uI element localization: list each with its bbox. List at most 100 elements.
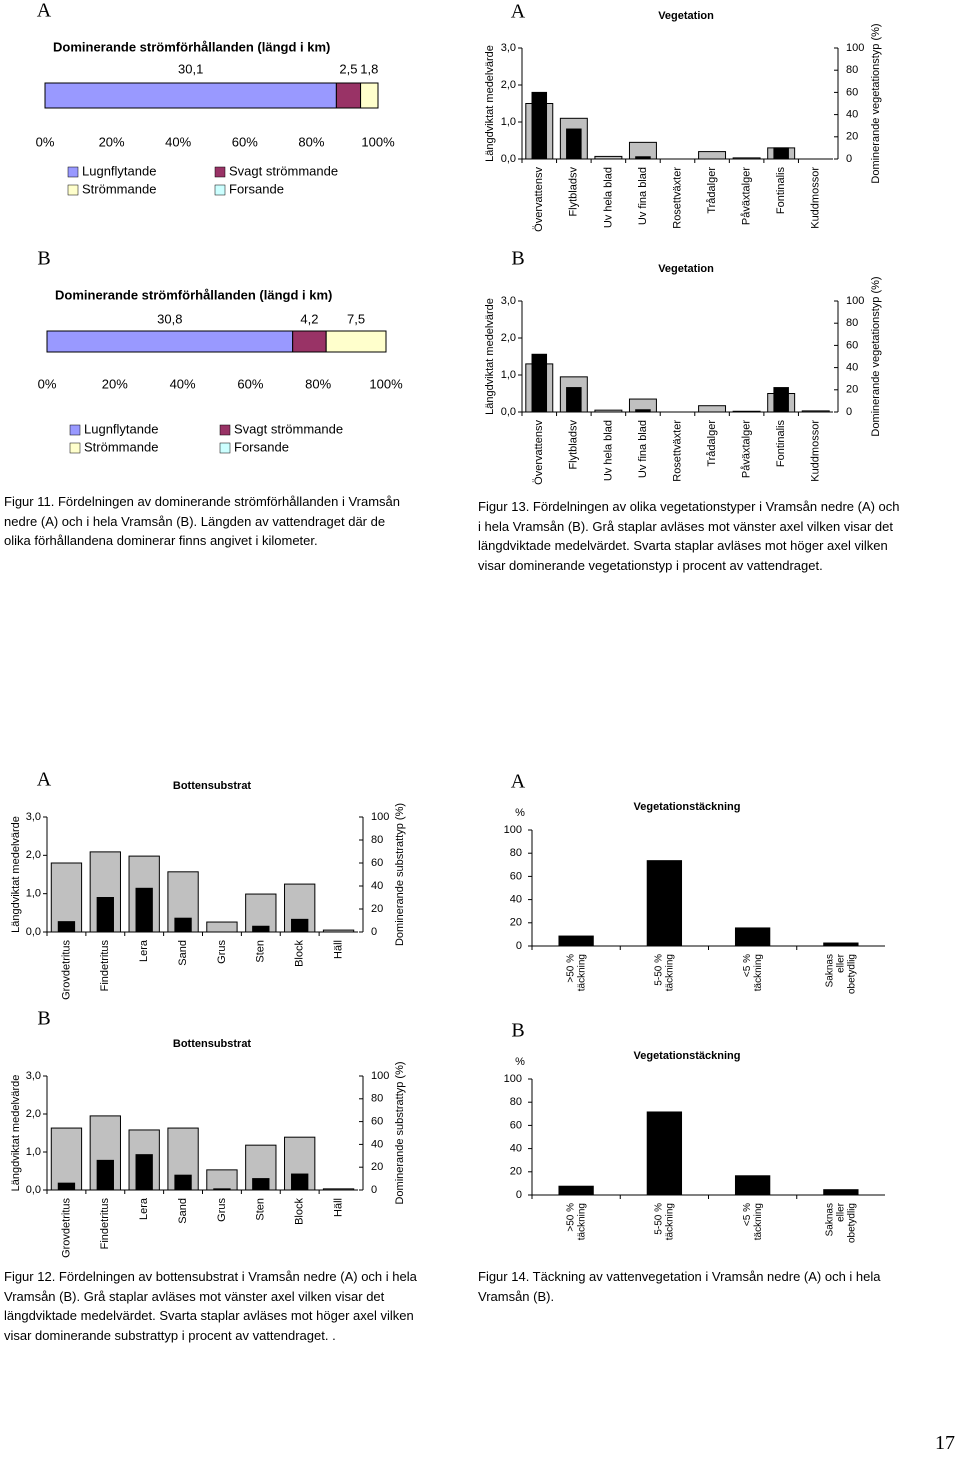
x-tick-label: täckning xyxy=(753,954,764,991)
caption: Figur 11. Fördelningen av dominerande st… xyxy=(4,494,400,548)
x-tick-label: Flytbladsv xyxy=(568,420,580,470)
y-tick-label: 2,0 xyxy=(26,1108,41,1120)
x-tick-label: Sand xyxy=(177,1198,189,1224)
bar-percent xyxy=(773,147,789,160)
x-tick-label: täckning xyxy=(576,954,587,991)
y-tick-label: 1,0 xyxy=(501,369,516,381)
bar-percent xyxy=(566,128,582,160)
y2-tick-label: 0 xyxy=(846,153,852,165)
panel-label: A xyxy=(511,771,526,793)
x-tick-label: Findetritus xyxy=(99,940,111,992)
caption: Figur 13. Fördelningen av olika vegetati… xyxy=(478,499,900,573)
y-tick-label: 1,0 xyxy=(26,888,41,900)
x-tick-label: Findetritus xyxy=(99,1198,111,1250)
x-tick-label: 60% xyxy=(232,134,258,149)
panel-label: A xyxy=(37,0,52,22)
x-tick-label: Övervattensv xyxy=(533,420,545,485)
legend-swatch xyxy=(69,424,81,436)
x-tick-label: Häll xyxy=(332,1198,344,1217)
bar-percent xyxy=(635,156,651,160)
bar xyxy=(823,1189,859,1195)
x-tick-label: täckning xyxy=(665,954,676,991)
y-tick-label: 80 xyxy=(510,1096,522,1108)
panel-label: B xyxy=(511,1020,524,1042)
y-axis-label: Längdviktat medelvärde xyxy=(484,298,496,415)
bar-percent xyxy=(566,387,582,413)
data-label: 7,5 xyxy=(347,311,365,326)
legend-label: Strömmande xyxy=(82,181,156,196)
bar-percent xyxy=(291,1173,309,1191)
x-tick-label: täckning xyxy=(665,1203,676,1240)
y2-axis-label: Dominerande vegetationstyp (%) xyxy=(870,23,882,183)
chart-title: Vegetationstäckning xyxy=(634,1050,741,1062)
data-label: 30,1 xyxy=(178,61,203,76)
bar xyxy=(558,1185,594,1195)
x-tick-label: Block xyxy=(294,1198,306,1225)
y2-axis-label: Dominerande substrattyp (%) xyxy=(394,803,406,946)
x-tick-label: Kuddmossor xyxy=(810,420,822,482)
legend-swatch xyxy=(214,166,226,178)
y2-tick-label: 0 xyxy=(371,1184,377,1196)
x-tick-label: 5-50 % xyxy=(654,1203,665,1235)
y2-tick-label: 40 xyxy=(846,109,858,121)
y-tick-label: 40 xyxy=(510,1143,522,1155)
bar-segment xyxy=(292,330,327,353)
x-tick-label: Påväxtalger xyxy=(741,420,753,478)
x-tick-label: Övervattensv xyxy=(533,167,545,232)
data-label: 4,2 xyxy=(300,311,318,326)
chart-title: Dominerande strömförhållanden (längd i k… xyxy=(53,39,330,54)
y2-tick-label: 20 xyxy=(846,384,858,396)
bar-percent xyxy=(57,1182,76,1191)
x-tick-label: Kuddmossor xyxy=(810,167,822,229)
panel-label: B xyxy=(511,248,524,270)
legend-label: Forsande xyxy=(234,439,289,454)
panel-label: A xyxy=(37,769,52,791)
y-axis-label: % xyxy=(515,807,525,819)
x-tick-label: >50 % xyxy=(565,1203,576,1232)
x-tick-label: Rosettväxter xyxy=(671,167,683,229)
chart-title: Vegetationstäckning xyxy=(634,801,741,813)
bar-percent xyxy=(531,353,548,413)
page-number: 17 xyxy=(935,1432,955,1454)
y-tick-label: 3,0 xyxy=(26,811,41,823)
bar xyxy=(646,860,683,946)
x-tick-label: eller xyxy=(836,953,847,973)
x-tick-label: Lera xyxy=(138,939,150,962)
legend-swatch xyxy=(67,166,79,178)
legend-label: Strömmande xyxy=(84,439,158,454)
x-tick-label: Fontinalis xyxy=(775,167,787,215)
y2-tick-label: 80 xyxy=(846,317,858,329)
data-label: 2,5 xyxy=(339,61,357,76)
y-tick-label: 1,0 xyxy=(26,1146,41,1158)
y2-tick-label: 40 xyxy=(371,1138,383,1150)
bar-segment xyxy=(44,82,337,109)
legend-label: Svagt strömmande xyxy=(229,163,338,178)
x-tick-label: Saknas xyxy=(825,954,836,987)
bar-mean xyxy=(322,929,355,933)
legend-swatch xyxy=(219,424,231,436)
x-tick-label: 60% xyxy=(237,376,263,391)
bar-segment xyxy=(46,330,294,353)
x-tick-label: Sand xyxy=(177,940,189,966)
x-tick-label: Block xyxy=(294,940,306,967)
bar-mean xyxy=(50,862,83,933)
y2-tick-label: 80 xyxy=(371,834,383,846)
y2-tick-label: 60 xyxy=(846,86,858,98)
y2-tick-label: 100 xyxy=(371,811,389,823)
y2-tick-label: 40 xyxy=(371,880,383,892)
y-tick-label: 0 xyxy=(516,1189,522,1201)
y-tick-label: 80 xyxy=(510,847,522,859)
y-axis-label: % xyxy=(515,1056,525,1068)
x-tick-label: täckning xyxy=(753,1203,764,1240)
y-tick-label: 1,0 xyxy=(501,116,516,128)
y2-tick-label: 60 xyxy=(371,857,383,869)
bar-percent xyxy=(531,91,548,160)
x-tick-label: Påväxtalger xyxy=(741,167,753,225)
y-tick-label: 0,0 xyxy=(26,1184,41,1196)
x-tick-label: Rosettväxter xyxy=(671,420,683,482)
y-tick-label: 0 xyxy=(516,940,522,952)
bar-percent xyxy=(635,409,651,413)
x-tick-label: Grus xyxy=(216,1198,228,1222)
